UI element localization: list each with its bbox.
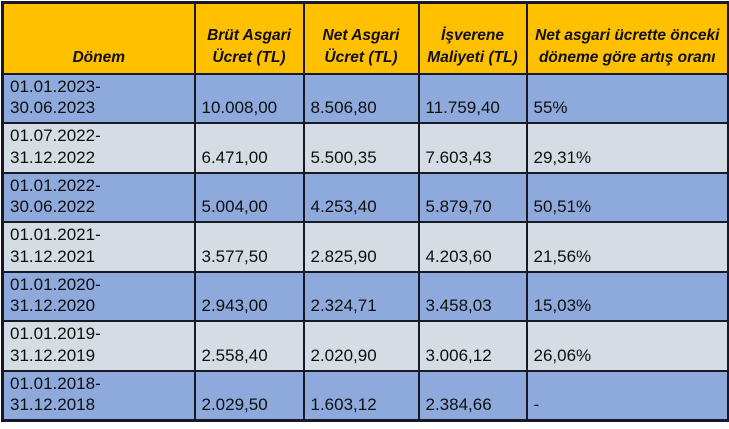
maliyet-cell: 11.759,40 <box>417 72 528 124</box>
brut-cell: 6.471,00 <box>193 122 305 174</box>
brut-cell: 10.008,00 <box>193 72 305 124</box>
period-cell: 01.01.2022- 30.06.2022 <box>1 171 196 223</box>
header-isverene-maliyeti: İşverene Maliyeti (TL) <box>417 1 528 75</box>
table-row: 01.01.2019- 31.12.2019 2.558,40 2.020,90… <box>1 320 729 372</box>
maliyet-cell: 3.006,12 <box>417 320 528 372</box>
artis-cell: 26,06% <box>525 320 729 372</box>
brut-cell: 2.029,50 <box>193 369 305 422</box>
maliyet-cell: 7.603,43 <box>417 122 528 174</box>
maliyet-cell: 5.879,70 <box>417 171 528 223</box>
brut-cell: 2.558,40 <box>193 320 305 372</box>
artis-cell: 55% <box>525 72 729 124</box>
period-cell: 01.01.2018- 31.12.2018 <box>1 369 196 422</box>
header-artis-orani: Net asgari ücrette önceki döneme göre ar… <box>525 1 729 75</box>
net-cell: 2.324,71 <box>302 270 420 322</box>
period-cell: 01.01.2020- 31.12.2020 <box>1 270 196 322</box>
brut-cell: 5.004,00 <box>193 171 305 223</box>
header-net-asgari-ucret: Net Asgari Ücret (TL) <box>302 1 420 75</box>
net-cell: 5.500,35 <box>302 122 420 174</box>
net-cell: 8.506,80 <box>302 72 420 124</box>
maliyet-cell: 2.384,66 <box>417 369 528 422</box>
period-cell: 01.01.2019- 31.12.2019 <box>1 320 196 372</box>
table-row: 01.07.2022- 31.12.2022 6.471,00 5.500,35… <box>1 122 729 174</box>
net-cell: 2.825,90 <box>302 221 420 273</box>
table-row: 01.01.2022- 30.06.2022 5.004,00 4.253,40… <box>1 171 729 223</box>
artis-cell: 29,31% <box>525 122 729 174</box>
table-row: 01.01.2020- 31.12.2020 2.943,00 2.324,71… <box>1 270 729 322</box>
net-cell: 4.253,40 <box>302 171 420 223</box>
header-brut-asgari-ucret: Brüt Asgari Ücret (TL) <box>193 1 305 75</box>
artis-cell: 50,51% <box>525 171 729 223</box>
brut-cell: 3.577,50 <box>193 221 305 273</box>
net-cell: 2.020,90 <box>302 320 420 372</box>
maliyet-cell: 4.203,60 <box>417 221 528 273</box>
artis-cell: 21,56% <box>525 221 729 273</box>
table-body: 01.01.2023- 30.06.2023 10.008,00 8.506,8… <box>1 72 729 422</box>
table-row: 01.01.2023- 30.06.2023 10.008,00 8.506,8… <box>1 72 729 124</box>
table-row: 01.01.2021- 31.12.2021 3.577,50 2.825,90… <box>1 221 729 273</box>
maliyet-cell: 3.458,03 <box>417 270 528 322</box>
artis-cell: 15,03% <box>525 270 729 322</box>
table-header: Dönem Brüt Asgari Ücret (TL) Net Asgari … <box>1 1 729 75</box>
period-cell: 01.01.2023- 30.06.2023 <box>1 72 196 124</box>
artis-cell: - <box>525 369 729 422</box>
brut-cell: 2.943,00 <box>193 270 305 322</box>
net-cell: 1.603,12 <box>302 369 420 422</box>
period-cell: 01.07.2022- 31.12.2022 <box>1 122 196 174</box>
header-row: Dönem Brüt Asgari Ücret (TL) Net Asgari … <box>1 1 729 75</box>
table-row: 01.01.2018- 31.12.2018 2.029,50 1.603,12… <box>1 369 729 422</box>
header-donem: Dönem <box>1 1 196 75</box>
period-cell: 01.01.2021- 31.12.2021 <box>1 221 196 273</box>
